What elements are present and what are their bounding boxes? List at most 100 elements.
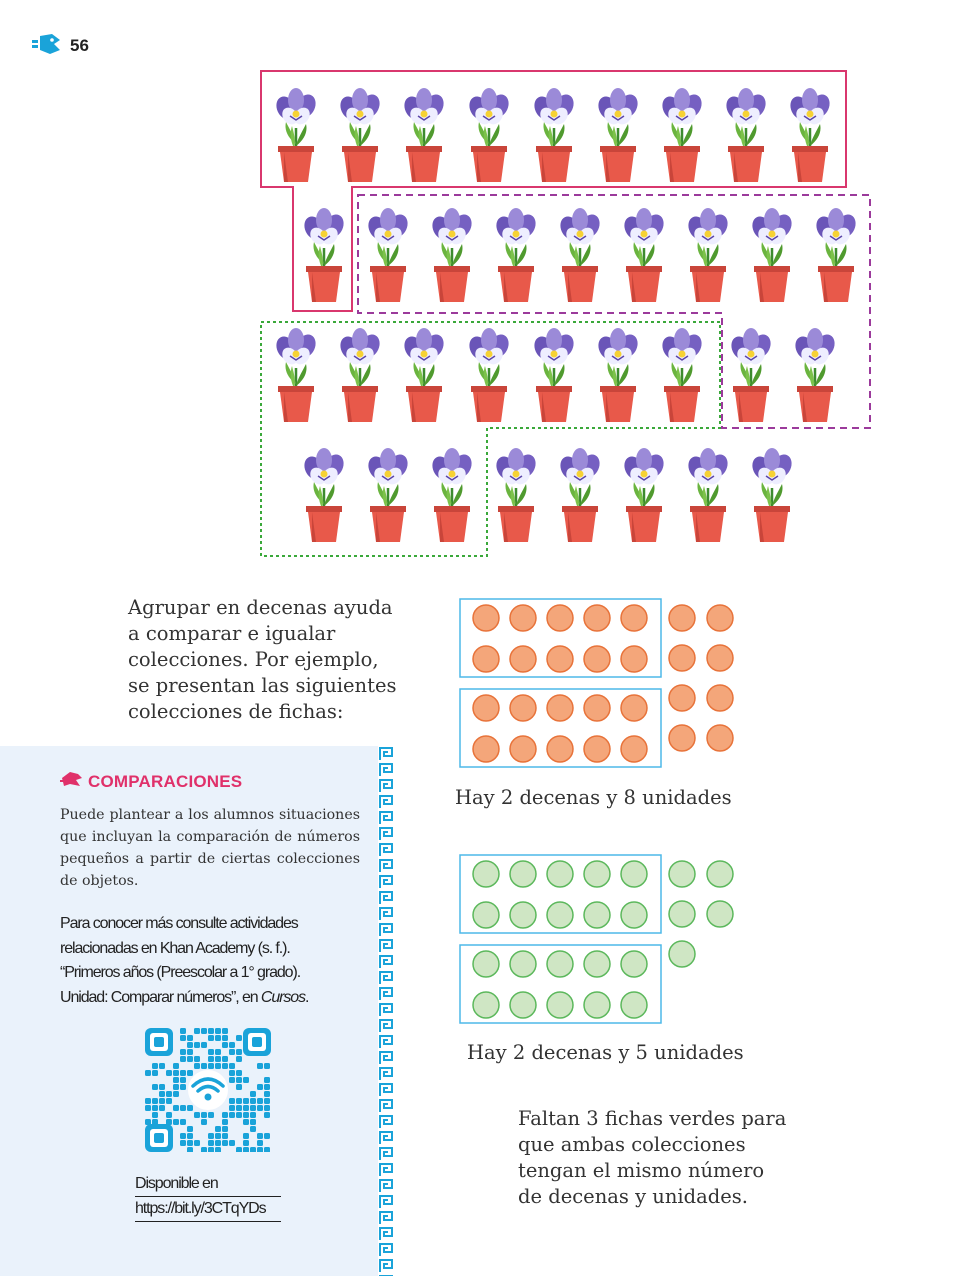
hand-logo-icon xyxy=(60,772,82,786)
counter-chip xyxy=(546,991,574,1019)
plant-icon xyxy=(593,86,643,184)
conclusion-line: tengan el mismo número xyxy=(518,1159,765,1182)
ten-group-frame xyxy=(459,598,662,678)
plant-icon xyxy=(657,86,707,184)
counter-chip xyxy=(472,604,500,632)
reference-line: “Primeros años (Preescolar a 1° grado). xyxy=(60,964,301,981)
unit-counter-chip xyxy=(668,644,696,672)
counter-chip xyxy=(583,645,611,673)
counter-chip xyxy=(620,901,648,929)
plant-icon xyxy=(747,206,797,304)
unit-counter-chip xyxy=(668,900,696,928)
counter-chip xyxy=(620,860,648,888)
counter-chip xyxy=(620,645,648,673)
plant-icon xyxy=(399,326,449,424)
conclusion-line: que ambas colecciones xyxy=(518,1133,746,1156)
reference-url-link[interactable]: https://bit.ly/3CTqYDs xyxy=(135,1197,281,1222)
plant-icon xyxy=(271,326,321,424)
counter-chip xyxy=(509,991,537,1019)
counter-chip xyxy=(546,694,574,722)
counter-chip xyxy=(620,950,648,978)
available-label: Disponible en xyxy=(135,1172,281,1197)
plant-icon xyxy=(726,326,776,424)
plant-icon xyxy=(619,446,669,544)
unit-counter-chip xyxy=(668,940,696,968)
green-collection-caption: Hay 2 decenas y 5 unidades xyxy=(467,1041,744,1064)
counter-chip xyxy=(546,645,574,673)
page-number: 56 xyxy=(70,36,89,55)
conclusion-line: Faltan 3 fichas verdes para xyxy=(518,1107,787,1130)
orange-collection-caption: Hay 2 decenas y 8 unidades xyxy=(455,786,732,809)
counter-chip xyxy=(546,950,574,978)
counter-chip xyxy=(472,645,500,673)
plant-icon xyxy=(657,326,707,424)
plant-icon xyxy=(299,446,349,544)
plant-icon xyxy=(399,86,449,184)
counter-chip xyxy=(620,604,648,632)
counter-chip xyxy=(620,694,648,722)
reference-line: relacionadas en Khan Academy (s. f.). xyxy=(60,939,291,957)
intro-line: Agrupar en decenas ayuda xyxy=(128,596,393,619)
counter-chip xyxy=(472,735,500,763)
plant-icon xyxy=(335,326,385,424)
counter-chip xyxy=(546,901,574,929)
plant-icon xyxy=(464,326,514,424)
counter-chip xyxy=(509,901,537,929)
plant-icon xyxy=(427,206,477,304)
unit-counter-chip xyxy=(706,684,734,712)
reference-line: Unidad: Comparar números”, en Cursos. xyxy=(60,988,310,1006)
counter-chip xyxy=(583,860,611,888)
counter-chip xyxy=(620,991,648,1019)
plant-icon xyxy=(299,206,349,304)
courses-link-text: Cursos xyxy=(260,988,306,1006)
plant-icon xyxy=(790,326,840,424)
counter-chip xyxy=(583,694,611,722)
counter-chip xyxy=(546,735,574,763)
counter-chip xyxy=(509,645,537,673)
unit-counter-chip xyxy=(706,724,734,752)
sidebar-title: COMPARACIONES xyxy=(88,772,243,791)
plant-icon xyxy=(721,86,771,184)
counter-chip xyxy=(509,860,537,888)
orange-counter-collection xyxy=(459,598,734,768)
unit-counter-chip xyxy=(668,724,696,752)
counter-chip xyxy=(472,860,500,888)
counter-chip xyxy=(620,735,648,763)
unit-counter-chip xyxy=(706,860,734,888)
counter-chip xyxy=(509,950,537,978)
conclusion-line: de decenas y unidades. xyxy=(518,1185,749,1208)
plant-icon xyxy=(593,326,643,424)
unit-counter-chip xyxy=(706,644,734,672)
plant-icon xyxy=(335,86,385,184)
qr-code-icon[interactable] xyxy=(145,1028,271,1152)
plant-icon xyxy=(363,446,413,544)
counter-chip xyxy=(472,991,500,1019)
sidebar-text: Puede plantear a los alumnos situaciones… xyxy=(60,807,360,889)
plant-icon xyxy=(555,446,605,544)
plant-icon xyxy=(683,206,733,304)
counter-chip xyxy=(583,604,611,632)
counter-chip xyxy=(509,694,537,722)
decorative-border xyxy=(378,746,394,1276)
intro-paragraph: Agrupar en decenas ayuda a comparar e ig… xyxy=(128,595,418,725)
wifi-icon xyxy=(191,1077,225,1093)
plant-icon xyxy=(747,446,797,544)
counter-chip xyxy=(583,950,611,978)
plant-icon xyxy=(683,446,733,544)
counter-chip xyxy=(546,860,574,888)
unit-counter-chip xyxy=(668,604,696,632)
counter-chip xyxy=(472,901,500,929)
counter-chip xyxy=(472,694,500,722)
teacher-note-sidebar xyxy=(0,746,378,1276)
plant-icon xyxy=(491,446,541,544)
plant-icon xyxy=(555,206,605,304)
plant-icon xyxy=(529,86,579,184)
plant-icon xyxy=(427,446,477,544)
plant-icon xyxy=(491,206,541,304)
ten-group-frame xyxy=(459,854,662,934)
plant-icon xyxy=(785,86,835,184)
intro-line: colecciones. Por ejemplo, xyxy=(128,648,379,671)
counter-chip xyxy=(509,735,537,763)
counter-chip xyxy=(509,604,537,632)
counter-chip xyxy=(472,950,500,978)
